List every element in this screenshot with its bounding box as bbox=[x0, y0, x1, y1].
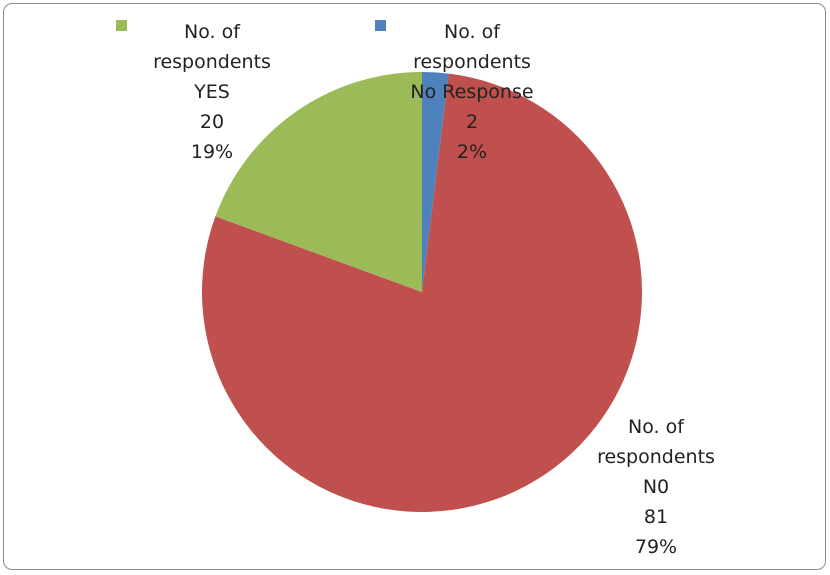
pie-slice-no-response bbox=[422, 72, 449, 292]
data-label-line: No Response bbox=[410, 81, 533, 103]
data-label-line: YES bbox=[193, 81, 230, 103]
data-label-no-response: No. of respondents No Response 2 2% bbox=[410, 21, 533, 163]
data-label-line: 81 bbox=[644, 506, 668, 528]
legend-key-yes bbox=[116, 20, 127, 31]
data-label-line: 2 bbox=[466, 111, 478, 133]
pie-slice-yes bbox=[215, 72, 422, 292]
data-label-line: 19% bbox=[191, 141, 233, 163]
data-label-line: respondents bbox=[413, 51, 531, 73]
data-label-line: N0 bbox=[643, 476, 669, 498]
legend-key-no-response bbox=[375, 20, 386, 31]
data-label-line: No. of bbox=[444, 21, 501, 43]
data-label-line: respondents bbox=[597, 446, 715, 468]
data-label-n0: No. of respondents N0 81 79% bbox=[597, 416, 715, 558]
data-label-line: respondents bbox=[153, 51, 271, 73]
data-label-line: No. of bbox=[628, 416, 685, 438]
data-label-line: 20 bbox=[200, 111, 224, 133]
pie-slice-n0 bbox=[202, 73, 642, 512]
data-label-line: 2% bbox=[457, 141, 487, 163]
data-label-yes: No. of respondents YES 20 19% bbox=[153, 21, 271, 163]
data-label-line: 79% bbox=[635, 536, 677, 558]
data-label-line: No. of bbox=[184, 21, 241, 43]
